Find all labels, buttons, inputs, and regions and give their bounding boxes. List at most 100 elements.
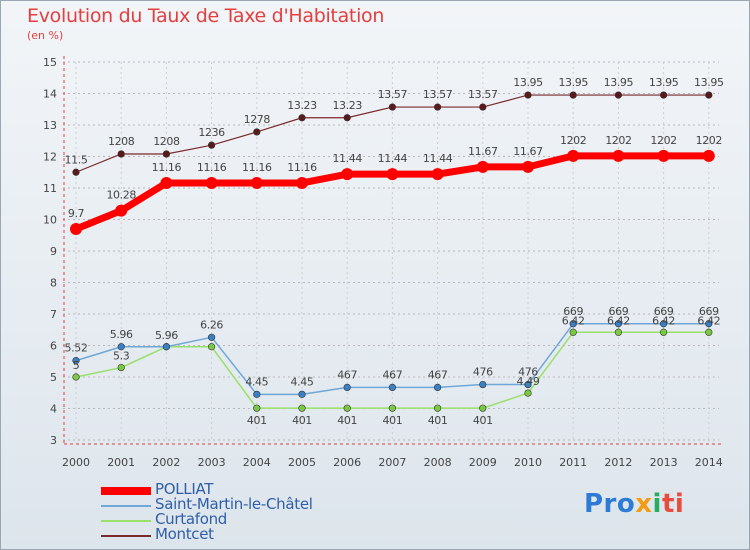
data-point-montcet [72, 168, 80, 176]
x-tick-label: 2007 [378, 456, 406, 469]
logo-part-2: x [635, 489, 653, 519]
data-point-saint-martin-le-ch-tel [434, 383, 442, 391]
y-tick-label: 11 [43, 182, 57, 195]
data-label-montcet: 13.95 [558, 76, 588, 89]
data-label-saint-martin-le-ch-tel: 467 [428, 368, 448, 381]
data-label-curtafond: 5 [73, 359, 80, 372]
data-label-polliat: 1202 [560, 134, 586, 147]
data-point-montcet [388, 103, 397, 111]
data-label-montcet: 13.95 [604, 76, 634, 89]
data-label-montcet: 11.5 [65, 153, 88, 166]
x-tick-label: 2014 [695, 456, 723, 469]
data-point-curtafond [72, 373, 80, 381]
data-point-saint-martin-le-ch-tel [208, 333, 216, 341]
data-label-montcet: 1208 [108, 135, 135, 148]
data-point-curtafond [614, 328, 623, 336]
chart-subtitle: (en %) [27, 29, 64, 42]
data-point-saint-martin-le-ch-tel [479, 380, 487, 389]
y-tick-label: 14 [43, 88, 57, 101]
data-label-curtafond: 5.96 [155, 329, 178, 342]
y-tick-label: 10 [43, 214, 57, 227]
data-label-saint-martin-le-ch-tel: 6.26 [200, 318, 223, 331]
data-point-saint-martin-le-ch-tel [117, 343, 125, 351]
data-label-polliat: 11.16 [287, 161, 317, 174]
data-label-curtafond: 401 [337, 414, 357, 427]
data-label-polliat: 11.44 [332, 152, 362, 165]
data-label-polliat: 11.44 [378, 152, 408, 165]
legend-swatch [101, 520, 151, 522]
y-tick-label: 13 [43, 119, 57, 132]
data-point-polliat [341, 168, 354, 181]
data-point-curtafond [253, 404, 261, 412]
data-point-saint-martin-le-ch-tel [569, 320, 577, 328]
x-tick-label: 2001 [107, 456, 135, 469]
data-point-montcet [614, 91, 623, 99]
data-point-saint-martin-le-ch-tel [298, 390, 306, 398]
data-label-saint-martin-le-ch-tel: 476 [473, 366, 493, 379]
data-label-saint-martin-le-ch-tel: 4.45 [291, 375, 314, 388]
y-tick-label: 5 [50, 371, 57, 384]
data-label-curtafond: 4.49 [517, 375, 540, 388]
data-point-curtafond [705, 328, 713, 336]
data-label-saint-martin-le-ch-tel: 669 [699, 305, 719, 318]
x-tick-label: 2012 [604, 456, 632, 469]
data-label-curtafond: 401 [383, 414, 403, 427]
data-label-curtafond: 6.42 [697, 314, 720, 327]
data-label-saint-martin-le-ch-tel: 467 [337, 368, 357, 381]
data-point-montcet [208, 141, 216, 149]
data-label-saint-martin-le-ch-tel: 5.52 [65, 342, 88, 355]
x-tick-label: 2011 [559, 456, 587, 469]
data-point-saint-martin-le-ch-tel [705, 320, 713, 328]
data-point-curtafond [479, 404, 487, 412]
data-label-polliat: 11.67 [468, 145, 498, 158]
x-tick-label: 2013 [650, 456, 678, 469]
data-label-saint-martin-le-ch-tel: 4.45 [245, 375, 268, 388]
legend-label: Curtafond [155, 510, 228, 528]
data-label-saint-martin-le-ch-tel: 669 [654, 305, 674, 318]
data-point-saint-martin-le-ch-tel [614, 320, 623, 328]
data-label-curtafond: 401 [247, 414, 267, 427]
data-label-polliat: 11.44 [423, 152, 453, 165]
legend-swatch [101, 505, 151, 507]
y-tick-label: 9 [50, 245, 57, 258]
data-point-saint-martin-le-ch-tel [659, 320, 668, 328]
data-point-curtafond [208, 343, 216, 351]
data-point-curtafond [659, 328, 668, 336]
data-label-curtafond: 6.42 [607, 314, 630, 327]
data-label-curtafond: 6.42 [652, 314, 675, 327]
data-point-curtafond [524, 389, 532, 397]
data-point-montcet [524, 91, 532, 99]
data-point-montcet [117, 150, 125, 158]
data-point-polliat [522, 160, 534, 173]
logo-part-3: i [652, 489, 662, 519]
data-point-polliat [476, 160, 489, 173]
legend-swatch [101, 535, 151, 537]
data-label-saint-martin-le-ch-tel: 476 [518, 366, 538, 379]
data-label-polliat: 9.7 [68, 207, 85, 220]
data-label-polliat: 1202 [605, 134, 631, 147]
data-label-saint-martin-le-ch-tel: 669 [563, 305, 583, 318]
y-tick-label: 12 [43, 151, 57, 164]
data-point-polliat [115, 204, 128, 217]
data-label-saint-martin-le-ch-tel: 669 [609, 305, 629, 318]
data-label-polliat: 11.67 [513, 145, 543, 158]
legend-label: Saint-Martin-le-Châtel [155, 495, 313, 513]
data-point-curtafond [117, 363, 125, 372]
data-point-montcet [659, 91, 668, 99]
y-tick-label: 8 [50, 277, 57, 290]
data-point-polliat [431, 168, 444, 181]
x-tick-label: 2002 [152, 456, 180, 469]
data-label-curtafond: 5.3 [113, 350, 130, 363]
y-tick-label: 3 [50, 434, 57, 447]
x-tick-label: 2006 [333, 456, 361, 469]
x-tick-label: 2009 [469, 456, 497, 469]
data-label-polliat: 1202 [650, 134, 676, 147]
data-point-polliat [702, 149, 715, 162]
y-tick-label: 15 [43, 56, 57, 69]
data-point-saint-martin-le-ch-tel [343, 383, 351, 391]
x-tick-label: 2004 [243, 456, 271, 469]
data-point-polliat [386, 168, 399, 181]
data-label-montcet: 13.95 [694, 76, 724, 89]
